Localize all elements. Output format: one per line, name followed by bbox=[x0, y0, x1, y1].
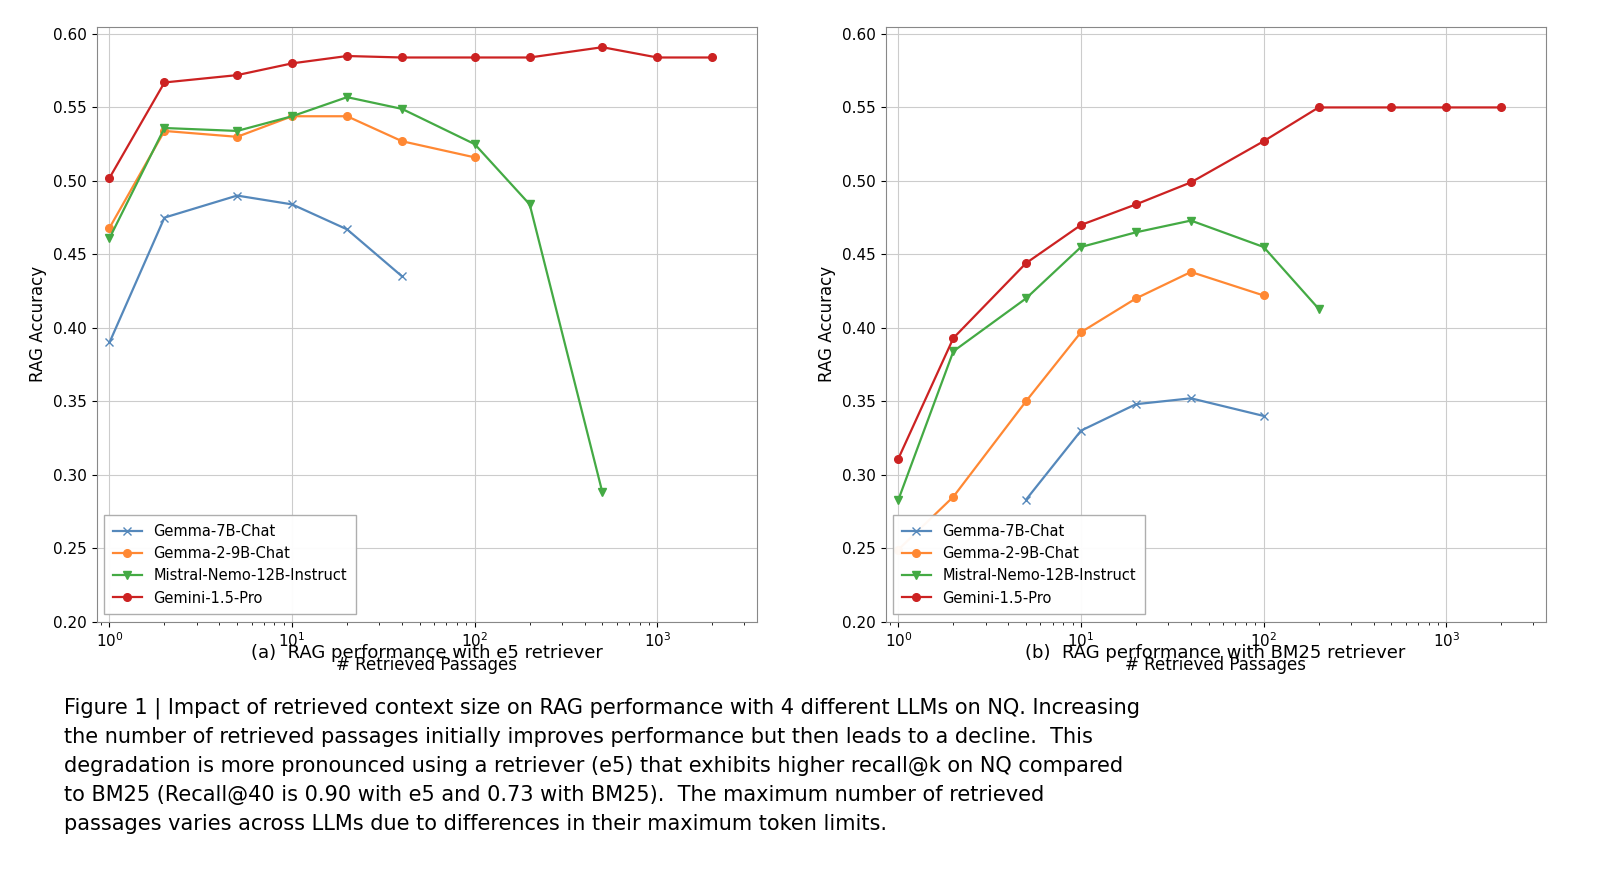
Mistral-Nemo-12B-Instruct bbox=[155, 123, 174, 133]
Gemini-1.5-Pro bbox=[1182, 177, 1201, 187]
Legend: Gemma-7B-Chat, Gemma-2-9B-Chat, Mistral-Nemo-12B-Instruct, Gemini-1.5-Pro: Gemma-7B-Chat, Gemma-2-9B-Chat, Mistral-… bbox=[894, 515, 1145, 614]
Gemini-1.5-Pro bbox=[393, 52, 412, 63]
Gemma-2-9B-Chat bbox=[155, 125, 174, 136]
Mistral-Nemo-12B-Instruct bbox=[943, 346, 963, 357]
Gemma-2-9B-Chat bbox=[1071, 327, 1090, 337]
Mistral-Nemo-12B-Instruct bbox=[1182, 215, 1201, 226]
Gemini-1.5-Pro bbox=[1491, 102, 1510, 113]
Gemini-1.5-Pro bbox=[1436, 102, 1455, 113]
Gemma-2-9B-Chat bbox=[889, 544, 908, 555]
Gemini-1.5-Pro bbox=[1016, 258, 1035, 268]
Gemma-7B-Chat bbox=[1071, 425, 1090, 436]
Gemma-2-9B-Chat bbox=[227, 131, 246, 142]
Text: (a)  RAG performance with e5 retriever: (a) RAG performance with e5 retriever bbox=[251, 644, 602, 662]
Gemini-1.5-Pro bbox=[592, 42, 612, 52]
Mistral-Nemo-12B-Instruct bbox=[1016, 293, 1035, 304]
Mistral-Nemo-12B-Instruct bbox=[100, 233, 119, 243]
Gemma-7B-Chat bbox=[227, 190, 246, 201]
Gemma-7B-Chat bbox=[338, 224, 357, 234]
Mistral-Nemo-12B-Instruct bbox=[393, 104, 412, 115]
Gemma-7B-Chat bbox=[1182, 393, 1201, 404]
Text: Figure 1 | Impact of retrieved context size on RAG performance with 4 different : Figure 1 | Impact of retrieved context s… bbox=[64, 697, 1140, 834]
Gemma-2-9B-Chat bbox=[282, 111, 301, 122]
Gemini-1.5-Pro bbox=[1381, 102, 1401, 113]
Gemma-2-9B-Chat bbox=[1127, 293, 1146, 304]
Gemini-1.5-Pro bbox=[155, 77, 174, 88]
Mistral-Nemo-12B-Instruct bbox=[227, 125, 246, 136]
Line: Gemma-7B-Chat: Gemma-7B-Chat bbox=[1022, 394, 1267, 503]
Line: Gemma-2-9B-Chat: Gemma-2-9B-Chat bbox=[106, 113, 478, 232]
Gemma-2-9B-Chat bbox=[1254, 290, 1274, 301]
Mistral-Nemo-12B-Instruct bbox=[338, 91, 357, 102]
Mistral-Nemo-12B-Instruct bbox=[465, 139, 485, 149]
Gemini-1.5-Pro bbox=[520, 52, 539, 63]
Line: Gemma-2-9B-Chat: Gemma-2-9B-Chat bbox=[895, 268, 1267, 553]
Gemma-7B-Chat bbox=[1016, 495, 1035, 505]
Gemma-7B-Chat bbox=[155, 212, 174, 223]
Gemini-1.5-Pro bbox=[227, 70, 246, 81]
Mistral-Nemo-12B-Instruct bbox=[1071, 242, 1090, 252]
Line: Gemma-7B-Chat: Gemma-7B-Chat bbox=[106, 192, 406, 346]
Gemini-1.5-Pro bbox=[647, 52, 667, 63]
Gemma-2-9B-Chat bbox=[465, 152, 485, 163]
Gemma-2-9B-Chat bbox=[100, 223, 119, 234]
Gemma-7B-Chat bbox=[393, 271, 412, 281]
Mistral-Nemo-12B-Instruct bbox=[889, 495, 908, 505]
Gemini-1.5-Pro bbox=[889, 453, 908, 464]
Gemma-7B-Chat bbox=[100, 337, 119, 348]
Gemma-2-9B-Chat bbox=[1182, 266, 1201, 277]
Mistral-Nemo-12B-Instruct bbox=[1127, 227, 1146, 238]
Gemma-7B-Chat bbox=[282, 199, 301, 210]
Mistral-Nemo-12B-Instruct bbox=[1309, 304, 1328, 314]
X-axis label: # Retrieved Passages: # Retrieved Passages bbox=[1125, 655, 1306, 674]
Gemini-1.5-Pro bbox=[338, 51, 357, 61]
Gemini-1.5-Pro bbox=[282, 58, 301, 68]
X-axis label: # Retrieved Passages: # Retrieved Passages bbox=[336, 655, 517, 674]
Gemini-1.5-Pro bbox=[1309, 102, 1328, 113]
Text: (b)  RAG performance with BM25 retriever: (b) RAG performance with BM25 retriever bbox=[1026, 644, 1406, 662]
Line: Mistral-Nemo-12B-Instruct: Mistral-Nemo-12B-Instruct bbox=[895, 217, 1322, 503]
Line: Gemini-1.5-Pro: Gemini-1.5-Pro bbox=[895, 104, 1505, 463]
Legend: Gemma-7B-Chat, Gemma-2-9B-Chat, Mistral-Nemo-12B-Instruct, Gemini-1.5-Pro: Gemma-7B-Chat, Gemma-2-9B-Chat, Mistral-… bbox=[105, 515, 356, 614]
Gemma-2-9B-Chat bbox=[393, 136, 412, 147]
Gemma-7B-Chat bbox=[1254, 410, 1274, 421]
Gemini-1.5-Pro bbox=[465, 52, 485, 63]
Gemini-1.5-Pro bbox=[1127, 199, 1146, 210]
Mistral-Nemo-12B-Instruct bbox=[592, 487, 612, 497]
Y-axis label: RAG Accuracy: RAG Accuracy bbox=[29, 266, 47, 382]
Mistral-Nemo-12B-Instruct bbox=[282, 111, 301, 122]
Gemma-2-9B-Chat bbox=[1016, 396, 1035, 407]
Line: Gemini-1.5-Pro: Gemini-1.5-Pro bbox=[106, 44, 716, 182]
Y-axis label: RAG Accuracy: RAG Accuracy bbox=[818, 266, 836, 382]
Gemini-1.5-Pro bbox=[1254, 136, 1274, 147]
Line: Mistral-Nemo-12B-Instruct: Mistral-Nemo-12B-Instruct bbox=[106, 93, 607, 496]
Gemma-7B-Chat bbox=[1127, 399, 1146, 409]
Gemini-1.5-Pro bbox=[100, 172, 119, 183]
Gemini-1.5-Pro bbox=[702, 52, 721, 63]
Mistral-Nemo-12B-Instruct bbox=[1254, 242, 1274, 252]
Gemma-2-9B-Chat bbox=[338, 111, 357, 122]
Gemini-1.5-Pro bbox=[943, 333, 963, 344]
Gemini-1.5-Pro bbox=[1071, 219, 1090, 230]
Mistral-Nemo-12B-Instruct bbox=[520, 199, 539, 210]
Gemma-2-9B-Chat bbox=[943, 491, 963, 502]
